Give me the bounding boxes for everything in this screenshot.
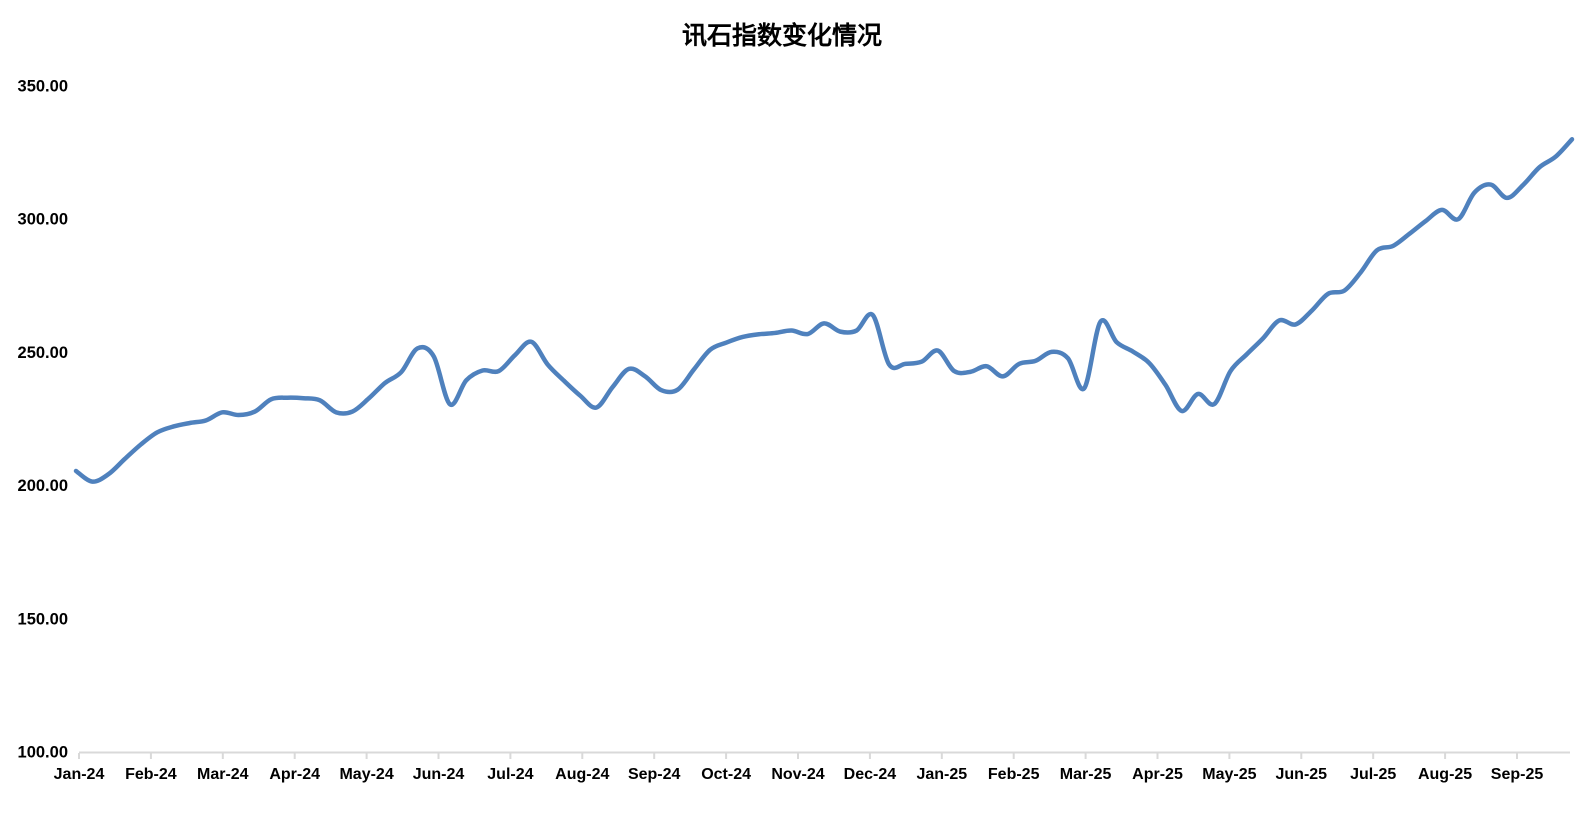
x-axis-label: Jun-25 bbox=[1276, 766, 1328, 783]
x-axis-label: May-25 bbox=[1202, 766, 1256, 783]
x-axis-label: May-24 bbox=[339, 766, 393, 783]
x-axis-label: Jan-25 bbox=[916, 766, 967, 783]
y-axis-label: 300.00 bbox=[18, 211, 68, 229]
x-axis-label: Apr-25 bbox=[1132, 766, 1183, 783]
x-axis-label: Feb-24 bbox=[125, 766, 177, 783]
x-axis-label: Nov-24 bbox=[771, 766, 824, 783]
x-axis-label: Mar-25 bbox=[1060, 766, 1112, 783]
x-axis-label: Apr-24 bbox=[269, 766, 320, 783]
y-axis-label: 100.00 bbox=[18, 744, 68, 762]
y-axis-label: 200.00 bbox=[18, 477, 68, 495]
y-axis-label: 250.00 bbox=[18, 344, 68, 362]
chart-title: 讯石指数变化情况 bbox=[681, 21, 883, 50]
y-axis-label: 150.00 bbox=[18, 610, 68, 628]
x-axis-label: Oct-24 bbox=[701, 766, 751, 783]
x-axis-label: Sep-25 bbox=[1491, 766, 1544, 783]
x-axis-label: Sep-24 bbox=[628, 766, 681, 783]
x-axis-label: Dec-24 bbox=[844, 766, 897, 783]
x-axis-label: Aug-25 bbox=[1418, 766, 1472, 783]
x-axis-label: Feb-25 bbox=[988, 766, 1040, 783]
x-axis-label: Mar-24 bbox=[197, 766, 249, 783]
x-axis-label: Jan-24 bbox=[54, 766, 105, 783]
series-line bbox=[73, 137, 1575, 484]
x-axis-label: Jul-24 bbox=[487, 766, 533, 783]
y-axis-label: 350.00 bbox=[18, 78, 68, 96]
x-axis-label: Jun-24 bbox=[413, 766, 465, 783]
x-axis-label: Aug-24 bbox=[555, 766, 609, 783]
x-axis-label: Jul-25 bbox=[1350, 766, 1396, 783]
